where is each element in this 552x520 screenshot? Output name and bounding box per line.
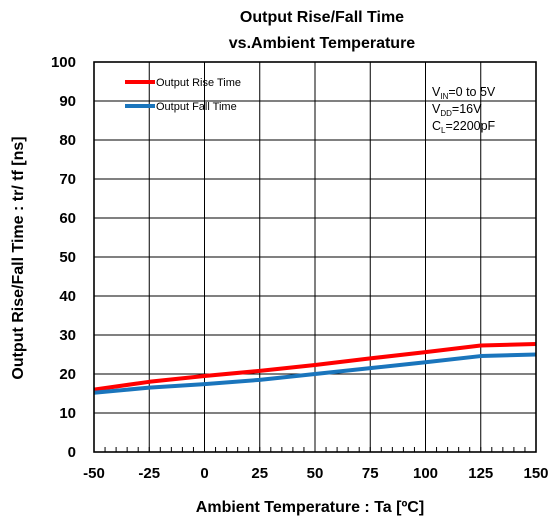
x-axis-label: Ambient Temperature : Ta [ºC] (196, 499, 424, 516)
x-tick-label: 50 (307, 465, 324, 482)
x-tick-label: 0 (200, 465, 208, 482)
legend-label-fall: Output Fall Time (156, 101, 237, 113)
y-tick-label: 0 (68, 444, 76, 461)
conditions-annotation: VIN=0 to 5V VDD=16V CL=2200pF (432, 85, 496, 135)
data-series (93, 341, 537, 395)
y-tick-label: 40 (59, 288, 76, 305)
series-line-fall-time (93, 352, 537, 395)
x-tick-label: 25 (251, 465, 268, 482)
x-tick-label: 75 (362, 465, 379, 482)
y-axis-label: Output Rise/Fall Time : tr/ tf [ns] (10, 136, 27, 379)
chart-title-line2: vs.Ambient Temperature (229, 35, 416, 52)
annotation-vdd: VDD=16V (432, 102, 482, 118)
y-tick-label: 90 (59, 93, 76, 110)
y-tick-label: 20 (59, 366, 76, 383)
legend-label-rise: Output Rise Time (156, 77, 241, 89)
x-tick-label: 150 (523, 465, 548, 482)
x-tick-label: 125 (468, 465, 493, 482)
x-tick-label: 100 (413, 465, 438, 482)
y-tick-labels: 0 10 20 30 40 50 60 70 80 90 100 (51, 54, 76, 461)
y-tick-label: 50 (59, 249, 76, 266)
y-tick-label: 100 (51, 54, 76, 71)
x-tick-labels: -50 -25 0 25 50 75 100 125 150 (83, 465, 548, 482)
plot-area-frame (93, 61, 537, 453)
annotation-vin: VIN=0 to 5V (432, 85, 496, 101)
series-line-rise-time (93, 341, 537, 392)
y-tick-label: 30 (59, 327, 76, 344)
x-tick-label: -50 (83, 465, 105, 482)
annotation-cl: CL=2200pF (432, 119, 496, 135)
grid-lines (93, 61, 537, 453)
y-tick-label: 80 (59, 132, 76, 149)
y-tick-label: 70 (59, 171, 76, 188)
y-tick-label: 60 (59, 210, 76, 227)
chart-title-line1: Output Rise/Fall Time (240, 9, 404, 26)
legend: Output Rise Time Output Fall Time (125, 77, 241, 113)
y-tick-label: 10 (59, 405, 76, 422)
x-tick-label: -25 (138, 465, 160, 482)
